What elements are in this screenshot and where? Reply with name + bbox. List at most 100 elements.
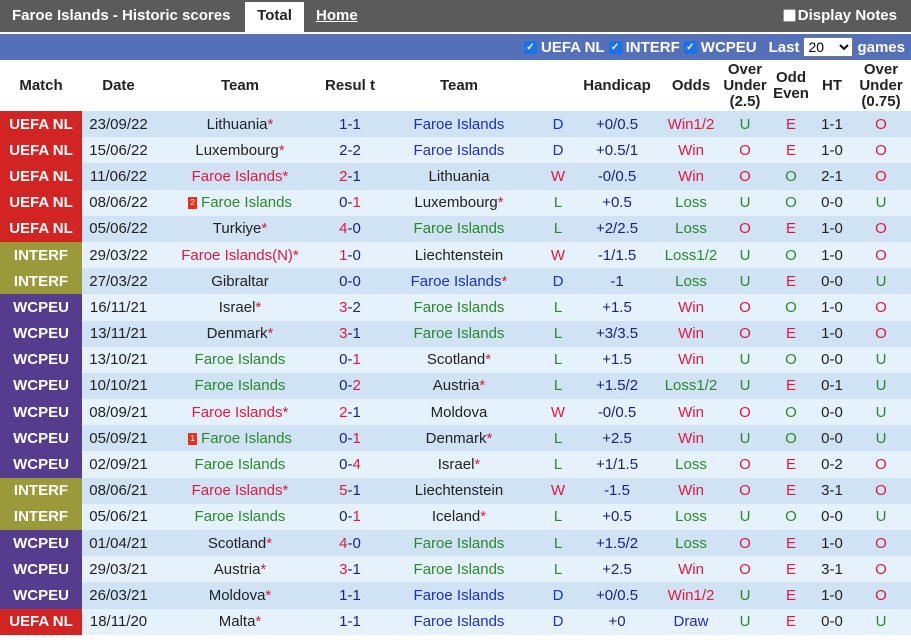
result[interactable]: 3-2 [325, 294, 375, 321]
table-row[interactable]: INTERF 27/03/22 Gibraltar 0-0 Faroe Islands*… [0, 268, 911, 295]
result[interactable]: 1-1 [325, 608, 375, 635]
result[interactable]: 0-1 [325, 425, 375, 452]
result[interactable]: 0-4 [325, 451, 375, 478]
table-row[interactable]: UEFA NL 11/06/22 Faroe Islands* 2-1 Lithuani… [0, 163, 911, 190]
result[interactable]: 0-1 [325, 189, 375, 216]
result[interactable]: 2-1 [325, 399, 375, 426]
home-team[interactable]: Faroe Islands(N)* [155, 241, 325, 269]
home-team[interactable]: 1 Faroe Islands [155, 425, 325, 452]
result[interactable]: 0-0 [325, 268, 375, 295]
home-team[interactable]: 2 Faroe Islands [155, 189, 325, 216]
league-badge[interactable]: WCPEU [0, 451, 82, 478]
away-team[interactable]: Moldova [375, 399, 543, 426]
home-team[interactable]: Faroe Islands [155, 503, 325, 530]
table-row[interactable]: WCPEU 08/09/21 Faroe Islands* 2-1 Moldova W -0… [0, 399, 911, 426]
table-row[interactable]: WCPEU 13/11/21 Denmark* 3-1 Faroe Islands L +3… [0, 320, 911, 347]
away-team[interactable]: Faroe Islands [375, 556, 543, 583]
league-badge[interactable]: UEFA NL [0, 189, 82, 216]
table-row[interactable]: WCPEU 05/09/21 1 Faroe Islands 0-1 Denmark* L +… [0, 425, 911, 452]
last-games-select[interactable]: 20 [803, 37, 854, 57]
table-row[interactable]: WCPEU 16/11/21 Israel* 3-2 Faroe Islands L +1.… [0, 294, 911, 321]
table-row[interactable]: UEFA NL 18/11/20 Malta* 1-1 Faroe Islands D +0… [0, 608, 911, 635]
interf-checkbox[interactable]: ✓ [608, 40, 622, 54]
result[interactable]: 4-0 [325, 530, 375, 557]
table-row[interactable]: WCPEU 10/10/21 Faroe Islands 0-2 Austria* L +1… [0, 372, 911, 400]
league-badge[interactable]: WCPEU [0, 320, 82, 347]
result[interactable]: 1-1 [325, 111, 375, 138]
league-badge[interactable]: UEFA NL [0, 137, 82, 164]
league-badge[interactable]: WCPEU [0, 399, 82, 426]
home-team[interactable]: Luxembourg* [155, 137, 325, 164]
away-team[interactable]: Denmark* [375, 425, 543, 452]
away-team[interactable]: Faroe Islands [375, 582, 543, 609]
table-row[interactable]: UEFA NL 15/06/22 Luxembourg* 2-2 Faroe Islan… [0, 137, 911, 164]
result[interactable]: 0-2 [325, 372, 375, 400]
home-team[interactable]: Israel* [155, 294, 325, 321]
table-row[interactable]: INTERF 29/03/22 Faroe Islands(N)* 1-0 Liecht… [0, 241, 911, 269]
league-badge[interactable]: INTERF [0, 241, 82, 269]
away-team[interactable]: Faroe Islands [375, 608, 543, 635]
table-row[interactable]: INTERF 08/06/21 Faroe Islands* 5-1 Liechtens… [0, 477, 911, 504]
away-team[interactable]: Austria* [375, 372, 543, 400]
result[interactable]: 3-1 [325, 556, 375, 583]
away-team[interactable]: Faroe Islands [375, 530, 543, 557]
table-row[interactable]: WCPEU 29/03/21 Austria* 3-1 Faroe Islands L +2… [0, 556, 911, 583]
table-row[interactable]: WCPEU 26/03/21 Moldova* 1-1 Faroe Islands D +0… [0, 582, 911, 609]
home-team[interactable]: Denmark* [155, 320, 325, 347]
home-team[interactable]: Austria* [155, 556, 325, 583]
table-row[interactable]: INTERF 05/06/21 Faroe Islands 0-1 Iceland* L +… [0, 503, 911, 530]
display-notes-toggle[interactable]: Display Notes [782, 7, 897, 24]
league-badge[interactable]: WCPEU [0, 425, 82, 452]
table-row[interactable]: UEFA NL 23/09/22 Lithuania* 1-1 Faroe Island… [0, 111, 911, 138]
away-team[interactable]: Liechtenstein [375, 241, 543, 269]
result[interactable]: 5-1 [325, 477, 375, 504]
home-team[interactable]: Gibraltar [155, 268, 325, 295]
result[interactable]: 4-0 [325, 215, 375, 242]
league-badge[interactable]: UEFA NL [0, 215, 82, 242]
home-team[interactable]: Faroe Islands* [155, 163, 325, 190]
table-row[interactable]: UEFA NL 05/06/22 Turkiye* 4-0 Faroe Islands L… [0, 215, 911, 242]
home-team[interactable]: Faroe Islands [155, 372, 325, 400]
away-team[interactable]: Faroe Islands [375, 215, 543, 242]
league-badge[interactable]: WCPEU [0, 530, 82, 557]
home-team[interactable]: Faroe Islands [155, 346, 325, 373]
result[interactable]: 1-0 [325, 241, 375, 269]
away-team[interactable]: Lithuania [375, 163, 543, 190]
home-team[interactable]: Faroe Islands* [155, 477, 325, 504]
away-team[interactable]: Liechtenstein [375, 477, 543, 504]
league-badge[interactable]: UEFA NL [0, 111, 82, 138]
league-badge[interactable]: WCPEU [0, 582, 82, 609]
away-team[interactable]: Luxembourg* [375, 189, 543, 216]
away-team[interactable]: Iceland* [375, 503, 543, 530]
away-team[interactable]: Faroe Islands [375, 111, 543, 138]
home-team[interactable]: Faroe Islands* [155, 399, 325, 426]
league-badge[interactable]: WCPEU [0, 556, 82, 583]
wcpeu-checkbox[interactable]: ✓ [683, 40, 697, 54]
home-team[interactable]: Moldova* [155, 582, 325, 609]
league-badge[interactable]: UEFA NL [0, 163, 82, 190]
league-badge[interactable]: UEFA NL [0, 608, 82, 635]
table-row[interactable]: WCPEU 01/04/21 Scotland* 4-0 Faroe Islands L +… [0, 530, 911, 557]
league-badge[interactable]: WCPEU [0, 346, 82, 373]
result[interactable]: 0-1 [325, 503, 375, 530]
away-team[interactable]: Faroe Islands [375, 294, 543, 321]
away-team[interactable]: Scotland* [375, 346, 543, 373]
display-notes-checkbox[interactable] [782, 9, 796, 22]
result[interactable]: 2-1 [325, 163, 375, 190]
league-badge[interactable]: INTERF [0, 503, 82, 530]
away-team[interactable]: Faroe Islands* [375, 268, 543, 295]
league-badge[interactable]: INTERF [0, 268, 82, 295]
result[interactable]: 2-2 [325, 137, 375, 164]
home-team[interactable]: Scotland* [155, 530, 325, 557]
tab-total[interactable]: Total [245, 2, 304, 32]
result[interactable]: 3-1 [325, 320, 375, 347]
away-team[interactable]: Israel* [375, 451, 543, 478]
table-row[interactable]: UEFA NL 08/06/22 2 Faroe Islands 0-1 Luxembou… [0, 189, 911, 216]
tab-home[interactable]: Home [316, 7, 358, 24]
home-team[interactable]: Turkiye* [155, 215, 325, 242]
home-team[interactable]: Malta* [155, 608, 325, 635]
result[interactable]: 1-1 [325, 582, 375, 609]
table-row[interactable]: WCPEU 13/10/21 Faroe Islands 0-1 Scotland* L +… [0, 346, 911, 373]
league-badge[interactable]: WCPEU [0, 372, 82, 400]
home-team[interactable]: Lithuania* [155, 111, 325, 138]
